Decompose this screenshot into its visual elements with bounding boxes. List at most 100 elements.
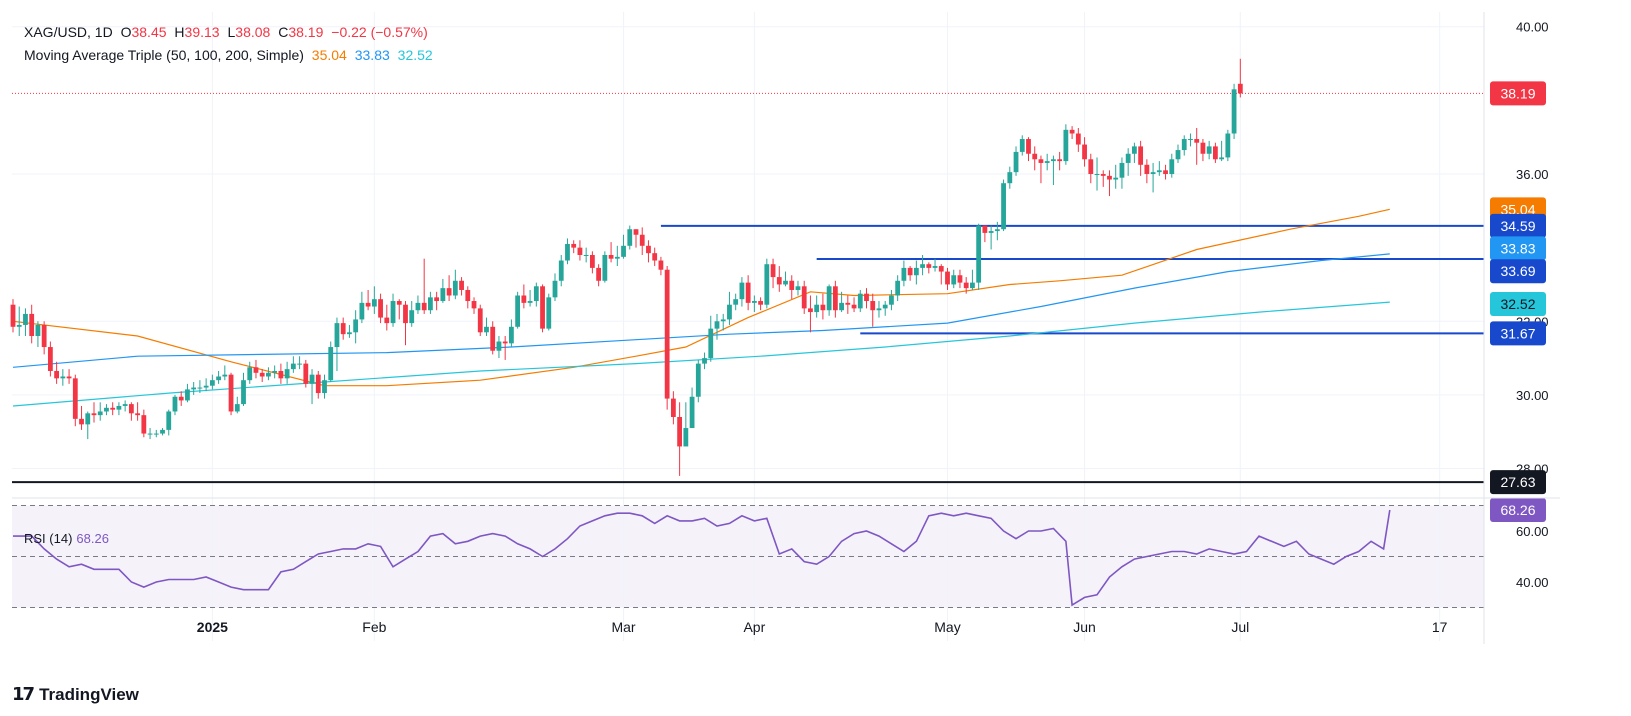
ma-line: [12, 301, 1390, 407]
candle-body: [1125, 153, 1131, 163]
price-pane[interactable]: [12, 12, 1484, 498]
candle-body: [926, 264, 932, 268]
candle-body: [459, 280, 464, 290]
candle-body: [403, 304, 408, 324]
candle-body: [770, 264, 776, 278]
candle-body: [1132, 146, 1137, 154]
last-price-tag-bg: [1490, 81, 1546, 106]
candle-body: [1007, 172, 1013, 184]
candle-body: [490, 326, 496, 351]
candle-body: [197, 387, 203, 389]
candle-body: [1026, 139, 1031, 154]
brand[interactable]: 𝟭𝟳 TradingView: [12, 684, 139, 705]
low-label: L: [227, 24, 236, 40]
time-tick-label: 17: [1432, 619, 1448, 635]
time-tick-label: Jun: [1073, 619, 1096, 635]
candle-body: [1069, 129, 1075, 134]
close-label: C: [278, 24, 289, 40]
candle-body: [247, 367, 253, 381]
candle-body: [1225, 133, 1231, 158]
rsi-legend[interactable]: RSI (14) 68.26: [24, 531, 109, 546]
candle-body: [664, 269, 670, 399]
rsi-line: [13, 509, 1391, 607]
candle-body: [1150, 172, 1156, 174]
candle-body: [29, 313, 35, 336]
candle-body: [546, 297, 552, 329]
candle-body: [832, 286, 838, 311]
candle-body: [670, 398, 676, 417]
candle-body: [945, 271, 950, 285]
candle-body: [228, 374, 234, 412]
candle-body: [54, 370, 60, 379]
candle-body: [589, 255, 595, 268]
candle-body: [646, 245, 651, 254]
time-tick-label: Jul: [1231, 619, 1249, 635]
candle-body: [390, 301, 396, 324]
candle-body: [583, 255, 589, 256]
candle-body: [135, 413, 140, 416]
candle-body: [1194, 139, 1200, 143]
ma-legend[interactable]: Moving Average Triple (50, 100, 200, Sim…: [24, 47, 437, 63]
candle-body: [764, 264, 770, 305]
candle-body: [1237, 83, 1243, 94]
candle-body: [1119, 162, 1125, 178]
time-tick-label: Mar: [611, 619, 635, 635]
ma50-tag: 35.04: [1500, 201, 1535, 217]
candle-body: [371, 299, 377, 307]
symbol-label[interactable]: XAG/USD, 1D: [24, 24, 113, 40]
rsi-tick-label: 60.00: [1516, 524, 1549, 539]
rsi-title: RSI (14): [24, 531, 73, 546]
candle-body: [864, 293, 869, 302]
level-tag: 31.67: [1500, 325, 1535, 341]
candle-body: [160, 429, 165, 434]
candle-body: [334, 323, 340, 348]
candle-body: [116, 405, 122, 410]
candle-body: [1044, 161, 1050, 163]
candle-body: [552, 280, 558, 298]
ma100-value: 33.83: [354, 47, 390, 63]
ma50-value: 35.04: [311, 47, 347, 63]
candle-body: [384, 317, 390, 324]
candle-body: [627, 229, 633, 246]
rsi-tag-bg: [1490, 497, 1546, 522]
candle-body: [128, 404, 134, 414]
candle-body: [440, 288, 446, 302]
candle-body: [172, 396, 178, 412]
candle-body: [527, 301, 533, 303]
candle-body: [851, 304, 857, 309]
candle-body: [577, 247, 583, 255]
candle-body: [602, 255, 608, 281]
candle-body: [452, 280, 458, 296]
candle-body: [141, 415, 147, 434]
candle-body: [845, 302, 851, 305]
horizontal-levels: [12, 92, 1484, 484]
candle-body: [10, 304, 16, 327]
candle-body: [876, 308, 882, 311]
candle-body: [234, 404, 240, 412]
ma200-tag-bg: [1490, 291, 1546, 316]
last-price-tag: 38.19: [1500, 85, 1535, 101]
candle-body: [303, 363, 309, 384]
candle-body: [365, 302, 371, 307]
candle-body: [359, 302, 365, 320]
candle-body: [185, 389, 190, 401]
ma-title: Moving Average Triple (50, 100, 200, Sim…: [24, 47, 304, 63]
price-tick-label: 30.00: [1516, 388, 1549, 403]
candle-body: [1082, 144, 1087, 160]
candle-body: [153, 433, 159, 435]
candle-body: [1169, 159, 1175, 174]
candle-body: [970, 282, 975, 289]
candle-body: [259, 372, 265, 377]
candle-body: [702, 358, 707, 364]
candle-body: [1094, 174, 1100, 175]
candle-body: [515, 295, 521, 327]
candle-body: [322, 380, 327, 394]
candle-body: [1063, 129, 1069, 162]
candle-body: [85, 413, 91, 425]
candle-body: [241, 380, 246, 405]
candle-body: [203, 385, 209, 388]
candle-body: [378, 299, 383, 318]
candle-body: [540, 286, 545, 329]
